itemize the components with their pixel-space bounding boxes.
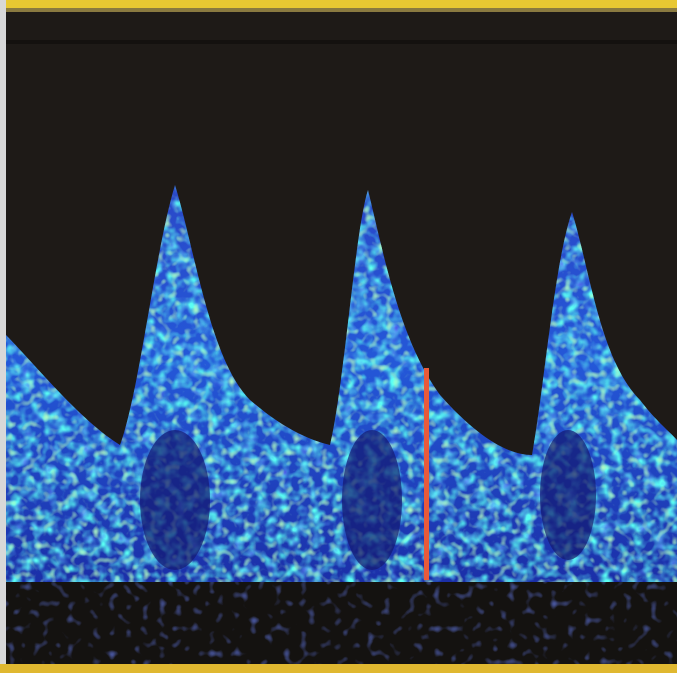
doppler-spectrum-image (0, 0, 677, 673)
header-band (0, 40, 677, 44)
top-border-shade (0, 8, 677, 12)
top-border (0, 0, 677, 8)
page (0, 0, 677, 673)
dark-window (342, 430, 402, 570)
cursor-line (424, 368, 429, 580)
dark-window (540, 430, 596, 560)
bottom-border (0, 664, 677, 673)
dark-window (140, 430, 210, 570)
baseline-noise (6, 582, 677, 664)
left-border (0, 0, 6, 673)
